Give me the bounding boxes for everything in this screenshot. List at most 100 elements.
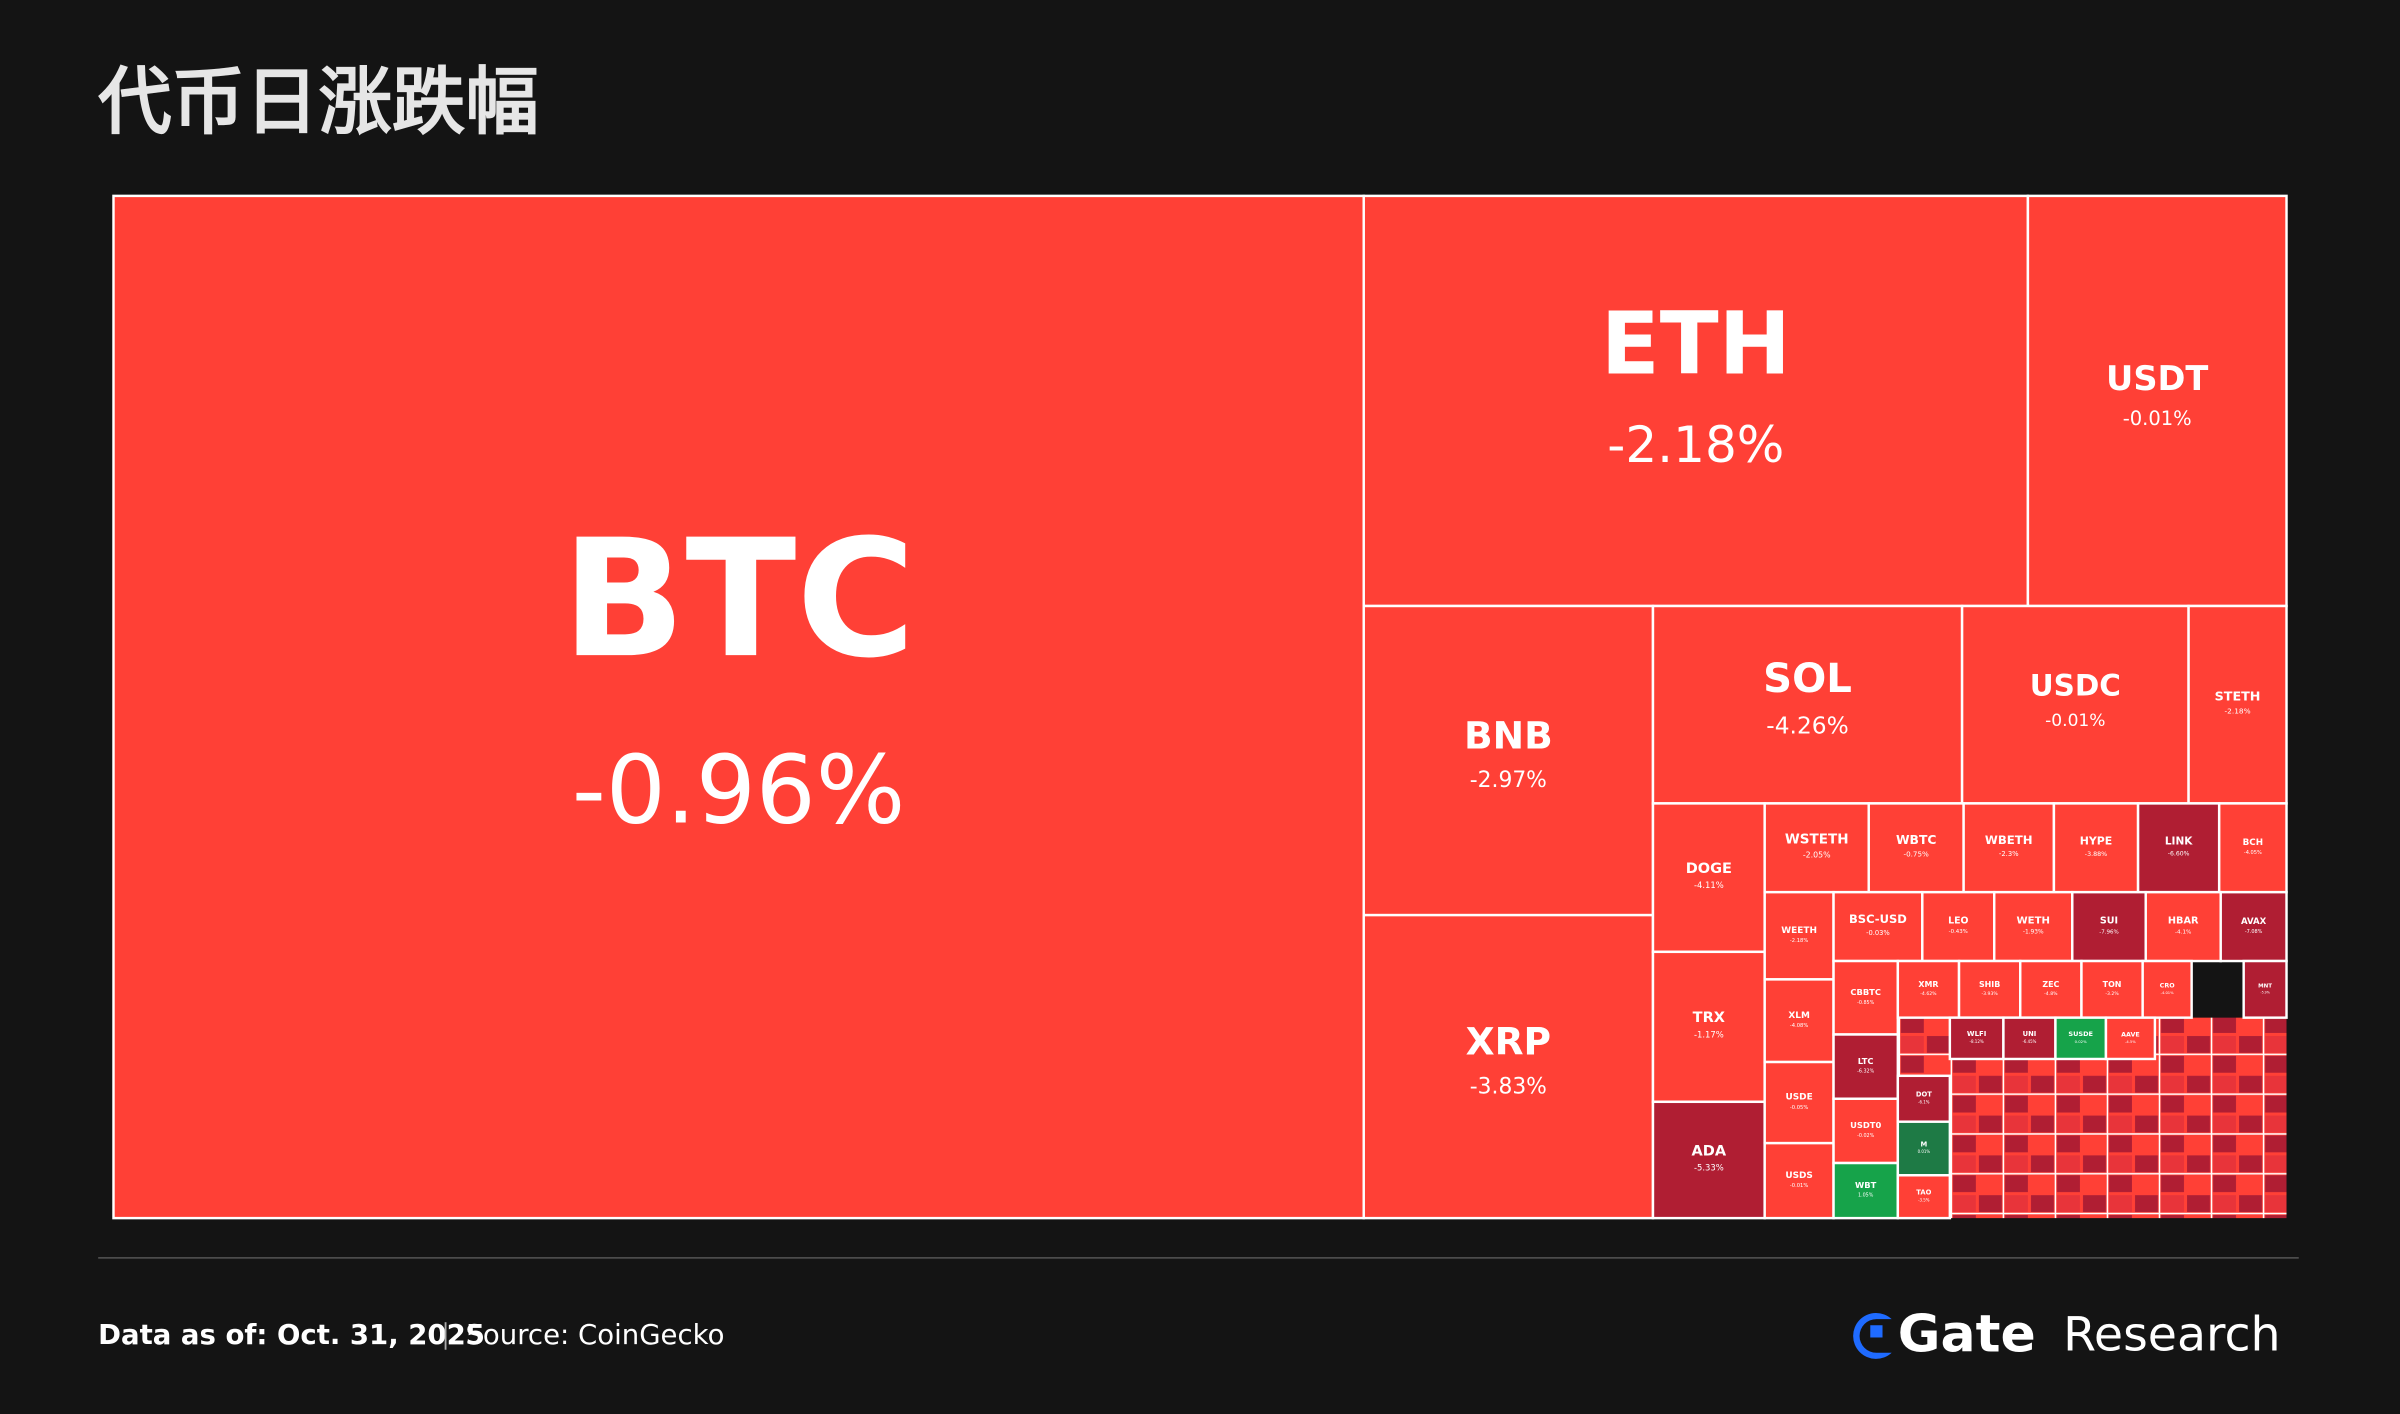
tile-label: AVAX bbox=[2241, 917, 2267, 927]
tile bbox=[2187, 604, 2288, 805]
tile bbox=[2104, 1016, 2157, 1061]
tile-value-label: -3.5% bbox=[1918, 1197, 1930, 1202]
tile-value-label: -4.5% bbox=[2125, 1040, 2136, 1044]
tile-value-label: -6.1% bbox=[1918, 1099, 1930, 1104]
tile-label: WLFI bbox=[1967, 1030, 1986, 1038]
tile-label: AAVE bbox=[2121, 1031, 2140, 1038]
tile-label: DOT bbox=[1916, 1091, 1932, 1099]
tile bbox=[1896, 1074, 1952, 1123]
tile-value-label: -7.96% bbox=[2099, 929, 2119, 935]
tile bbox=[2026, 194, 2288, 608]
tile bbox=[1832, 959, 1900, 1036]
tile bbox=[1960, 604, 2190, 805]
tile-value-label: -0.02% bbox=[1857, 1133, 1874, 1139]
tile-value-label: -0.75% bbox=[1904, 850, 1929, 859]
tile bbox=[1362, 194, 2030, 608]
tile-label: XLM bbox=[1788, 1011, 1810, 1021]
tile-value-label: -4.62% bbox=[1920, 991, 1937, 997]
tile-value-label: -2.18% bbox=[1790, 938, 1808, 944]
tile-label: ADA bbox=[1692, 1143, 1727, 1159]
tile-label: SUSDE bbox=[2068, 1030, 2093, 1038]
tile-value-label: -0.03% bbox=[1866, 929, 1890, 937]
tile-label: BSC-USD bbox=[1849, 912, 1907, 926]
tile-value-label: -3.93% bbox=[1981, 991, 1998, 997]
tile-label: CRO bbox=[2160, 982, 2176, 989]
logo-brand: Gate bbox=[1898, 1304, 2036, 1364]
tile-value-label: -1.93% bbox=[2023, 930, 2044, 936]
tile-value-label: -0.43% bbox=[1949, 929, 1968, 935]
tile-value-label: 0.02% bbox=[2075, 1039, 2087, 1044]
tile bbox=[1651, 604, 1964, 805]
tile bbox=[1948, 1016, 2005, 1061]
tile-label: TAO bbox=[1916, 1189, 1931, 1197]
tile-value-label: -5.9% bbox=[2260, 990, 2269, 994]
tile bbox=[1867, 802, 1965, 894]
tile-value-label: -4.05% bbox=[2244, 850, 2262, 856]
tile-label: SOL bbox=[1763, 656, 1852, 702]
tile bbox=[1896, 959, 1961, 1019]
tile-label: USDE bbox=[1786, 1093, 1813, 1103]
tile bbox=[1832, 1161, 1900, 1220]
logo-icon bbox=[1853, 1313, 1892, 1359]
tile-label: BCH bbox=[2243, 838, 2263, 848]
tile bbox=[2080, 959, 2144, 1019]
tile bbox=[1832, 1033, 1900, 1100]
tile bbox=[1832, 1097, 1900, 1165]
tile bbox=[1651, 802, 1766, 954]
tile-label: XRP bbox=[1466, 1020, 1551, 1064]
tile-value-label: -0.96% bbox=[572, 736, 905, 845]
tile-label: M bbox=[1920, 1140, 1927, 1148]
tile-label: HBAR bbox=[2168, 915, 2199, 926]
tile bbox=[1362, 913, 1655, 1220]
tile bbox=[2136, 802, 2221, 894]
tile-value-label: -4.08% bbox=[1790, 1023, 1808, 1029]
tile bbox=[2002, 1016, 2057, 1061]
tile-label: WETH bbox=[2017, 915, 2050, 926]
tile bbox=[1957, 959, 2022, 1019]
tile-value-label: -1.17% bbox=[1694, 1029, 1724, 1039]
tile bbox=[2052, 802, 2140, 894]
tile-label: TON bbox=[2103, 980, 2122, 989]
tile-value-label: -2.18% bbox=[1607, 416, 1784, 474]
tile bbox=[1962, 802, 2056, 894]
tile-label: HYPE bbox=[2080, 834, 2113, 847]
tile bbox=[1362, 604, 1655, 917]
tile-label: CBBTC bbox=[1850, 987, 1881, 997]
tile-label: USDT bbox=[2106, 359, 2208, 398]
tile-label: ETH bbox=[1601, 294, 1791, 394]
tile-value-label: 0.01% bbox=[1918, 1149, 1931, 1154]
tile bbox=[2217, 802, 2288, 894]
tile-value-label: -4.26% bbox=[1766, 712, 1848, 739]
tile-label: WEETH bbox=[1781, 926, 1817, 936]
tile-label: ZEC bbox=[2042, 980, 2059, 989]
tile-label: LINK bbox=[2165, 835, 2193, 847]
tile-value-label: -2.3% bbox=[1999, 850, 2019, 858]
tile-value-label: -2.97% bbox=[1470, 768, 1547, 793]
tile-value-label: -6.45% bbox=[2023, 1039, 2037, 1044]
tile bbox=[1993, 890, 2074, 963]
tile-value-label: -3.2% bbox=[2105, 991, 2119, 997]
tile-value-label: -0.01% bbox=[1790, 1183, 1808, 1189]
tile-value-label: -0.01% bbox=[2045, 711, 2105, 731]
tile bbox=[2019, 959, 2083, 1019]
tile-value-label: -2.05% bbox=[1803, 851, 1831, 860]
tile-value-label: -4.01% bbox=[2161, 991, 2175, 995]
tile-label: WBT bbox=[1855, 1180, 1877, 1190]
tile bbox=[112, 194, 1365, 1220]
tile bbox=[2242, 959, 2288, 1019]
tile-value-label: -4.11% bbox=[1694, 880, 1724, 890]
tile-value-label: -0.01% bbox=[2123, 407, 2192, 430]
tile-label: WBTC bbox=[1896, 833, 1936, 847]
tile bbox=[2071, 890, 2147, 963]
tile-value-label: -0.05% bbox=[1790, 1105, 1808, 1111]
tile-value-label: 1.05% bbox=[1858, 1193, 1874, 1199]
tile bbox=[1832, 890, 1924, 963]
tile-label: UNI bbox=[2023, 1030, 2037, 1038]
tile-label: SHIB bbox=[1979, 980, 2000, 989]
tile bbox=[1651, 950, 1766, 1104]
tile-value-label: -0.85% bbox=[1857, 1000, 1874, 1006]
tile-label: BTC bbox=[562, 505, 916, 694]
tile-value-label: -7.08% bbox=[2245, 929, 2263, 935]
